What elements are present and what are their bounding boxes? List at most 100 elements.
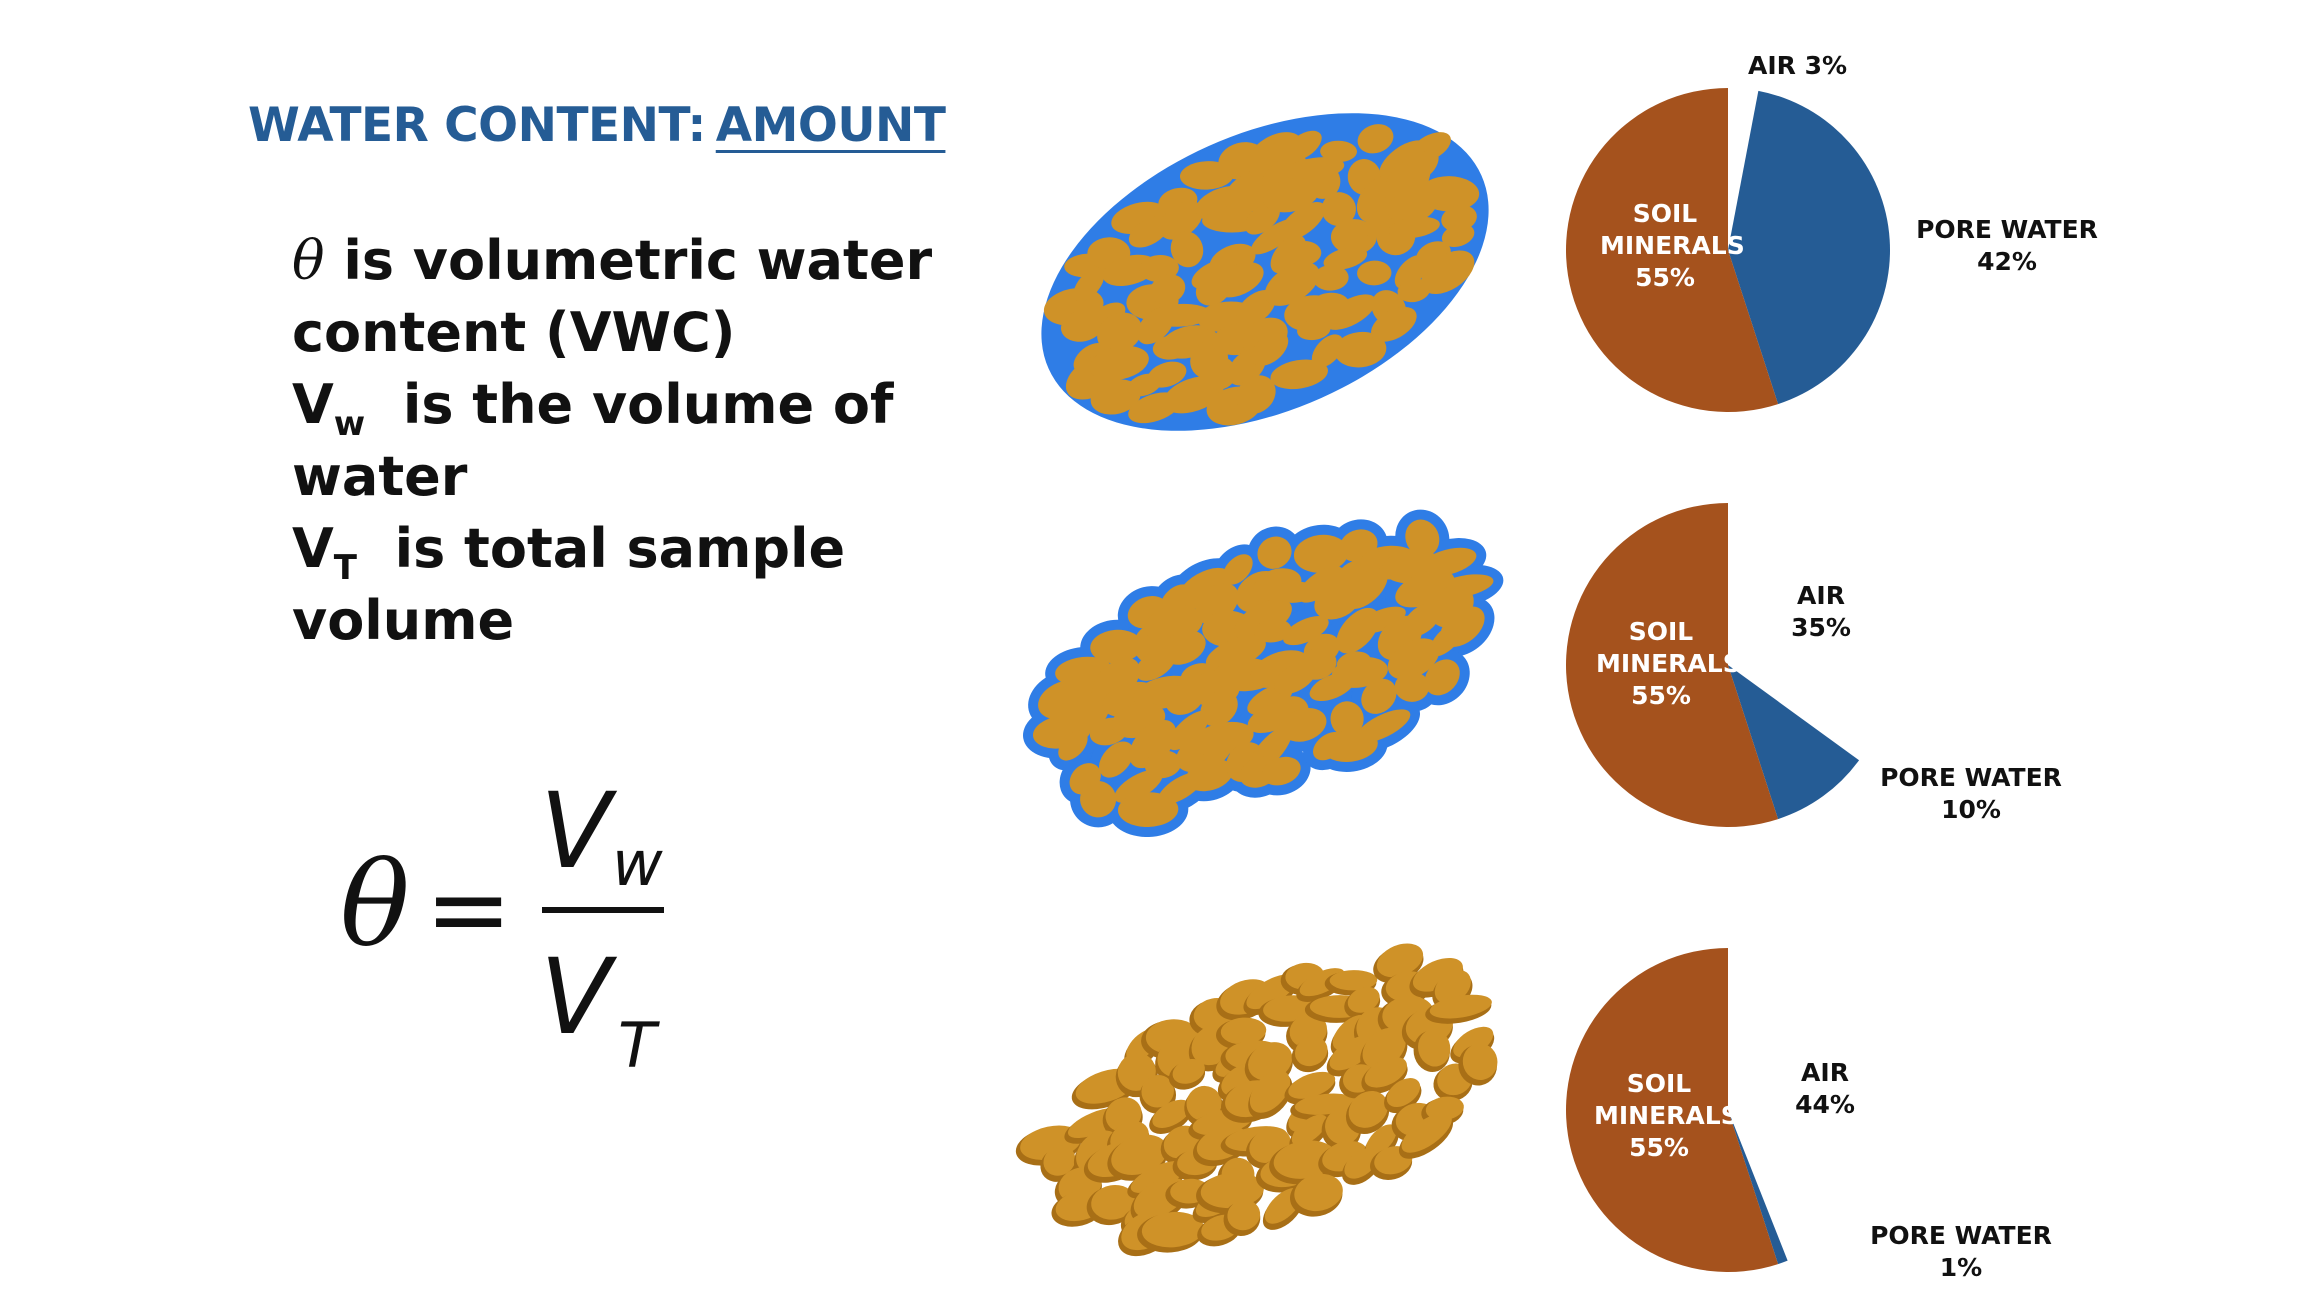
soil-grain [1297, 566, 1344, 603]
soil-grain [1043, 1145, 1076, 1176]
title-prefix: WATER CONTENT: [248, 98, 706, 153]
soil-grain [1091, 1184, 1136, 1220]
vt-subscript: T [333, 548, 357, 588]
soil-grain [1152, 1099, 1191, 1128]
soil-sample-saturated [1041, 113, 1489, 431]
soil-grain [1170, 231, 1204, 268]
soil-grain [1320, 140, 1358, 163]
soil-grain [1424, 659, 1460, 696]
pie-slice-pore-water [1728, 90, 1891, 405]
soil-grain [1141, 1074, 1174, 1108]
pie-slice-air [1728, 948, 1890, 1261]
slide-title: WATER CONTENT: AMOUNT [248, 98, 946, 153]
def-theta-text2: content (VWC) [292, 301, 736, 364]
soil-grain [1294, 1173, 1343, 1212]
soil-grain [1288, 1071, 1336, 1099]
pie-chart-saturated [1566, 88, 1891, 412]
soil-grain [1141, 1211, 1204, 1248]
soil-grain [1293, 534, 1349, 573]
pie-slice-soil-minerals [1566, 948, 1779, 1272]
soil-grain [1148, 303, 1212, 327]
soil-grain [1220, 1017, 1267, 1045]
soil-grain [1185, 758, 1234, 792]
pie-chart-dry [1566, 948, 1890, 1272]
soil-grain [1410, 149, 1439, 180]
pie1-water-label: PORE WATER 42% [1916, 215, 2098, 276]
soil-grain [1361, 678, 1397, 714]
soil-grain [1264, 262, 1320, 306]
soil-grain [1418, 1029, 1451, 1067]
soil-grain [1453, 1026, 1494, 1058]
definitions: θ is volumetric water content (VWC) Vw i… [292, 225, 932, 657]
soil-grain [1227, 1199, 1261, 1231]
soil-grain [1177, 567, 1232, 609]
soil-grain [1261, 756, 1301, 786]
soil-grain [1329, 970, 1378, 991]
pie-slice-air [1728, 88, 1759, 250]
soil-grain [1357, 124, 1394, 154]
soil-grain [1249, 1070, 1291, 1113]
formula-equals: = [425, 848, 512, 970]
soil-grain [1394, 671, 1430, 702]
soil-grain [1097, 312, 1142, 353]
soil-grain [1357, 260, 1392, 286]
formula-num-letter: V [540, 770, 618, 892]
soil-grain [1401, 1112, 1452, 1153]
pie-chart-moist [1566, 503, 1890, 827]
soil-grain [1147, 361, 1187, 388]
soil-grain [1311, 334, 1344, 368]
soil-grain [1130, 1160, 1187, 1194]
theta-symbol: θ [292, 229, 325, 292]
soil-grain [1358, 606, 1406, 634]
soil-grain [1321, 192, 1356, 227]
soil-grain [1364, 1056, 1407, 1088]
formula-theta: θ [340, 838, 410, 973]
soil-grain [1388, 216, 1440, 239]
soil-grain [1429, 994, 1492, 1019]
soil-grain [1263, 178, 1319, 213]
soil-grain [1421, 250, 1475, 295]
soil-grain [1365, 1124, 1397, 1156]
def-vt-text2: volume [292, 589, 515, 652]
soil-grain [1279, 202, 1326, 241]
pie1-soil-label: SOIL MINERALS 55% [1600, 199, 1745, 292]
vwc-formula: θ = V w V T [340, 770, 664, 1082]
soil-grain [1168, 710, 1210, 751]
formula-den-letter: V [540, 936, 618, 1058]
soil-grain [1214, 262, 1264, 298]
soil-grain [1405, 519, 1440, 557]
soil-grain [1371, 306, 1417, 342]
soil-grain [1202, 356, 1237, 390]
soil-grain [1297, 319, 1331, 341]
soil-grain [1090, 629, 1143, 664]
soil-grain [1324, 294, 1377, 330]
pie3-soil-label: SOIL MINERALS 55% [1594, 1069, 1739, 1162]
soil-grain [1348, 1090, 1388, 1128]
def-vw-text2: water [292, 445, 468, 508]
soil-grain [1128, 215, 1170, 248]
soil-grain [1286, 241, 1322, 266]
soil-grain [1441, 224, 1475, 248]
soil-grain [1172, 1058, 1205, 1084]
pie2-air-label: AIR 35% [1791, 581, 1851, 642]
soil-grain [1236, 375, 1276, 414]
pie-slice-soil-minerals [1566, 88, 1779, 412]
pie2-soil-label: SOIL MINERALS 55% [1596, 617, 1741, 710]
vw-letter: V [292, 373, 334, 436]
pie-slice-pore-water [1728, 665, 1860, 820]
soil-grain [1344, 1148, 1379, 1179]
pie-slice-air [1728, 503, 1890, 761]
soil-grain [1304, 162, 1341, 199]
soil-grain [1312, 265, 1349, 291]
soil-grain [1085, 302, 1126, 335]
soil-grain [1294, 1036, 1328, 1067]
soil-sample-moist [1023, 509, 1504, 837]
formula-num-sub: w [612, 827, 663, 900]
soil-grain [1330, 701, 1364, 737]
soil-grain [1058, 730, 1088, 761]
soil-grain [1386, 1078, 1421, 1108]
def-vw-line: Vw is the volume of [292, 369, 932, 441]
def-theta-text: is volumetric water [324, 229, 933, 292]
soil-grain [1418, 176, 1480, 212]
